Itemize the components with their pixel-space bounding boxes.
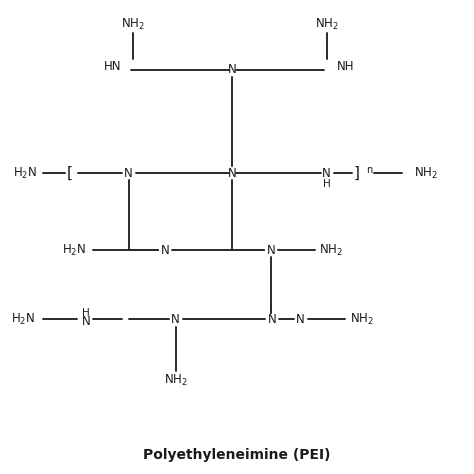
Text: NH$_2$: NH$_2$: [121, 18, 145, 33]
Text: N: N: [268, 313, 277, 326]
Text: H: H: [323, 179, 330, 189]
Text: NH$_2$: NH$_2$: [315, 18, 338, 33]
Text: H$_2$N: H$_2$N: [63, 243, 86, 258]
Text: N: N: [322, 167, 331, 180]
Text: n: n: [366, 165, 373, 175]
Text: H$_2$N: H$_2$N: [13, 166, 37, 181]
Text: [: [: [66, 166, 73, 181]
Text: NH: NH: [337, 60, 355, 73]
Text: N: N: [228, 167, 237, 180]
Text: HN: HN: [104, 60, 121, 73]
Text: NH$_2$: NH$_2$: [319, 243, 343, 258]
Text: NH$_2$: NH$_2$: [164, 373, 188, 388]
Text: N: N: [172, 313, 180, 326]
Text: N: N: [228, 63, 237, 76]
Text: N: N: [161, 244, 169, 257]
Text: H: H: [82, 309, 90, 319]
Text: NH$_2$: NH$_2$: [414, 166, 438, 181]
Text: N: N: [266, 244, 275, 257]
Text: N: N: [296, 313, 305, 326]
Text: ]: ]: [354, 166, 360, 181]
Text: N: N: [82, 315, 91, 328]
Text: N: N: [124, 167, 133, 180]
Text: H$_2$N: H$_2$N: [10, 312, 35, 327]
Text: NH$_2$: NH$_2$: [350, 312, 374, 327]
Text: Polyethyleneimine (PEI): Polyethyleneimine (PEI): [143, 448, 331, 462]
